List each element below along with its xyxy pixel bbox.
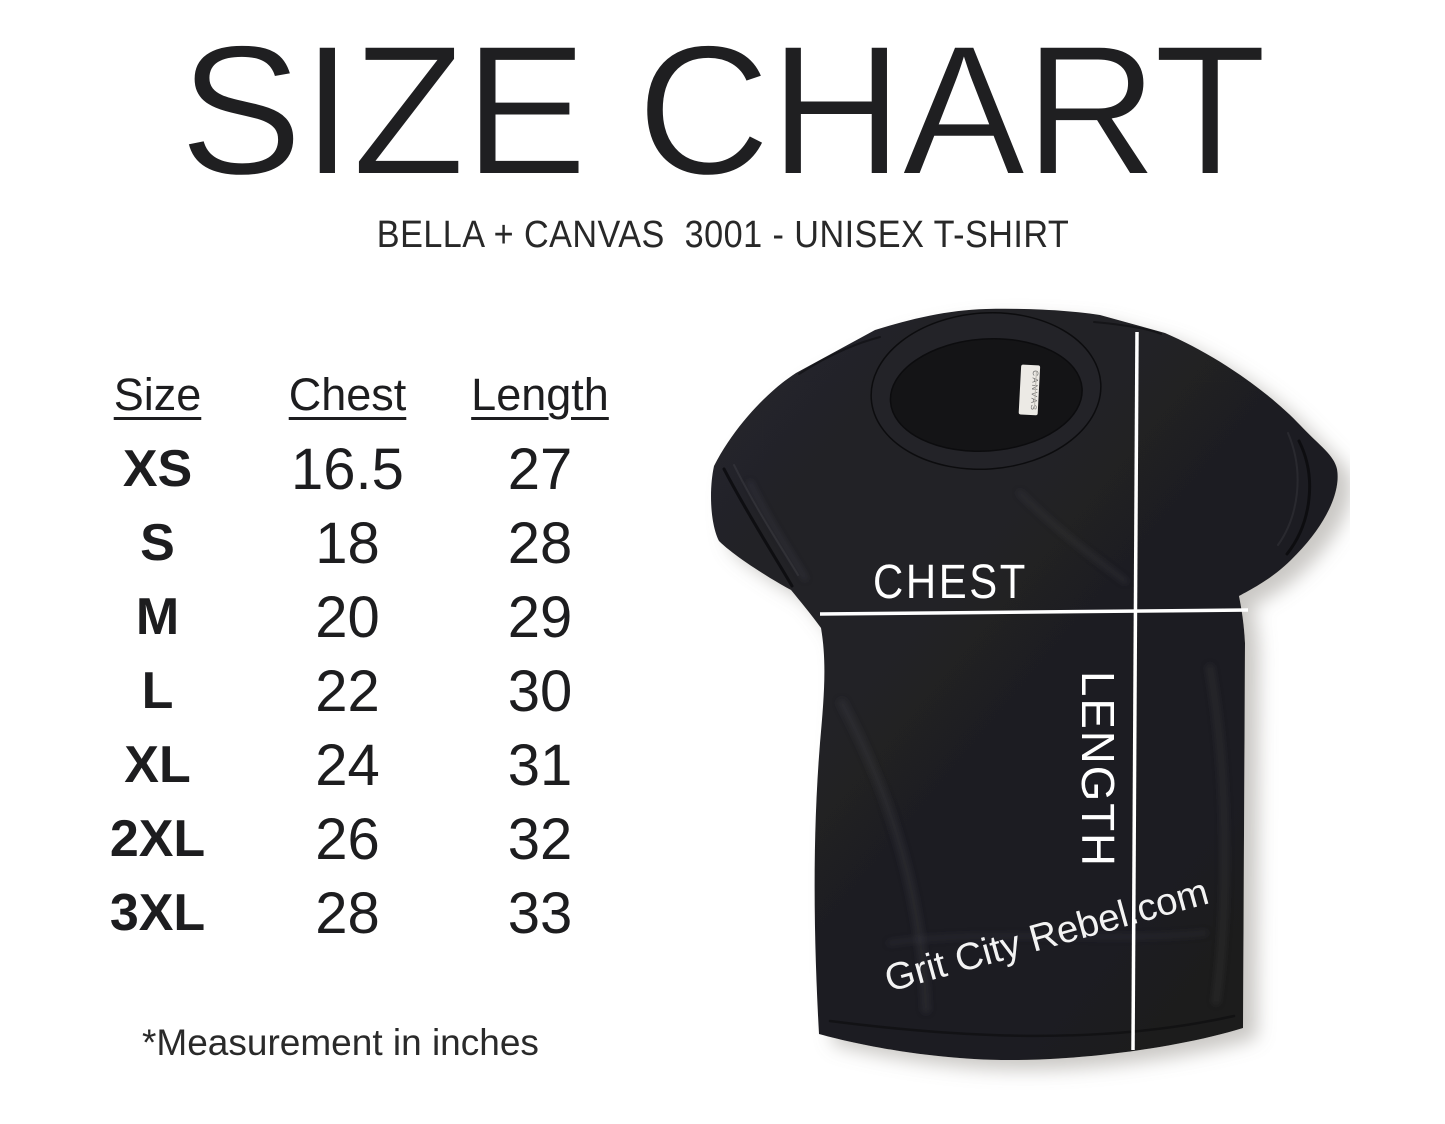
table-row-chest: 16.5 [291,436,404,502]
table-row-chest: 24 [315,732,380,798]
neck-tag-label: CANVAS [1029,370,1040,412]
column-header-size: Size [113,369,202,420]
table-row-size: L [141,662,174,720]
page-subtitle: BELLA + CANVAS 3001 - UNISEX T-SHIRT [376,214,1069,256]
table-row-chest: 26 [315,806,380,872]
neck-tag: CANVAS [1018,364,1041,416]
table-row-chest: 20 [315,584,380,650]
shirt-seams [722,321,1312,1038]
table-row-length: 32 [507,806,573,872]
measurement-footnote: *Measurement in inches [142,1022,539,1063]
table-row-size: XS [122,440,193,498]
table-row-size: 3XL [109,884,206,942]
length-label: LENGTH [1072,671,1124,868]
table-row-length: 27 [507,436,573,502]
fabric-folds [747,480,1229,1014]
table-row-length: 28 [507,510,573,576]
length-line [1131,331,1139,1051]
chest-label: CHEST [873,556,1028,609]
table-row-length: 30 [507,658,573,724]
column-header-chest: Chest [288,369,407,420]
table-row-chest: 22 [315,658,380,724]
tshirt-photo: CANVAS CHEST LENGTH Grit City Rebel.com [690,283,1350,1113]
table-row-chest: 18 [315,510,380,576]
size-table: Size Chest Length XS 16.5 27 S 18 28 M 2… [60,358,640,950]
collar: CANVAS [870,312,1102,470]
chest-line [819,608,1249,616]
page-title: SIZE CHART [178,8,1267,214]
table-row-length: 29 [507,584,573,650]
tshirt-silhouette [711,308,1338,1061]
table-row-length: 31 [507,732,573,798]
table-row-size: S [140,514,175,572]
table-row-size: 2XL [109,810,206,868]
table-row-chest: 28 [315,880,380,946]
table-row-size: XL [124,736,191,794]
table-row-length: 33 [507,880,573,946]
table-row-size: M [135,588,180,646]
column-header-length: Length [471,369,609,420]
